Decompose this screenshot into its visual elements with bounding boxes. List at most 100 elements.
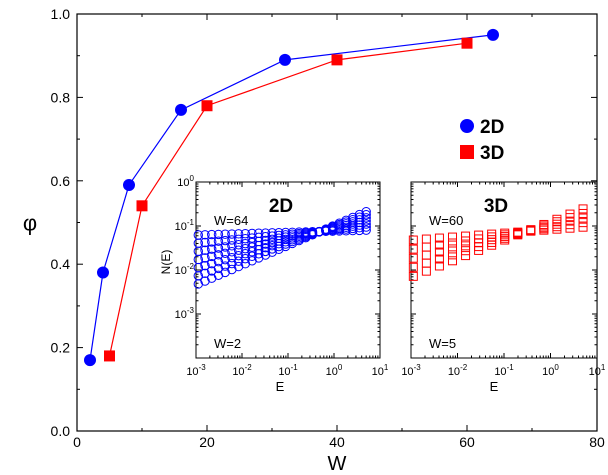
inset-point [354,209,365,220]
inset-point [200,268,210,279]
legend-label: 3D [480,143,504,164]
inset-point [254,249,264,259]
inset-x-tick-label: 101 [589,363,606,378]
inset-title-2D: 2D [269,196,293,217]
inset-y-tick-label: 100 [177,174,194,189]
inset-point [280,234,291,245]
inset-point [207,258,217,269]
x-tick-label: 60 [459,434,475,450]
inset-x-tick-label: 10-3 [186,363,206,378]
inset-point [327,221,338,231]
inset-point [408,244,418,254]
inset-point [447,250,457,260]
inset-point [361,222,371,232]
inset-point [314,227,324,237]
data-point [279,53,291,66]
inset-point [200,260,210,271]
inset-point [578,218,588,228]
inset-point [447,232,457,242]
inset-point [200,253,210,263]
inset-point [552,214,562,224]
inset-point [254,253,264,263]
inset-point [301,232,311,243]
inset-point [354,212,365,222]
inset-point [274,239,284,249]
inset-point [341,215,351,226]
y-tick-label: 0.2 [51,340,71,356]
x-tick-label: 20 [199,434,215,450]
legend-marker [460,119,474,133]
inset-point [260,239,271,249]
inset-x-tick-label: 101 [372,363,389,378]
inset-point [408,271,418,281]
inset-x-axis-label: E [490,379,499,394]
inset-point [461,251,471,261]
inset-point [207,251,217,262]
inset-point [213,250,224,260]
inset-point [233,229,244,239]
inset-point [227,241,237,251]
data-point [123,178,135,191]
inset-point [578,213,588,223]
inset-x-tick-label: 100 [326,363,343,378]
inset-point [200,276,210,286]
data-point [104,350,115,362]
inset-point [578,222,588,232]
data-point [97,266,109,279]
x-tick-label: 80 [589,434,605,450]
inset-point [247,242,257,252]
inset-annotation-top: W=64 [214,213,248,228]
inset-point [474,245,484,255]
inset-x-tick-label: 10-1 [278,363,298,378]
y-axis-label: φ [23,211,37,236]
x-tick-label: 0 [73,434,81,450]
inset-point [267,237,277,248]
inset-point [500,235,510,245]
data-point [201,100,213,112]
inset-point [260,235,271,246]
inset-point [361,206,371,217]
inset-x-tick-label: 10-2 [232,363,252,378]
inset-y-axis-label: N(E) [159,250,173,275]
inset-y-tick-label: 10-3 [175,306,195,321]
inset-title-3D: 3D [484,196,508,217]
inset-point [361,219,371,229]
inset-point [213,229,224,240]
inset-point [193,279,204,289]
series-line-2D [89,34,494,361]
legend-marker [460,145,474,159]
inset-curve-2D [193,206,371,289]
inset-point [434,261,444,271]
inset-point [280,237,291,247]
inset-point [280,241,291,252]
inset-point [220,235,230,246]
inset-point [578,208,588,218]
inset-point [213,236,224,246]
inset-x-tick-label: 10-1 [494,363,514,378]
y-tick-label: 0.6 [51,173,71,189]
data-point [331,54,343,66]
inset-point [274,241,284,252]
inset-point [260,232,271,242]
inset-point [213,256,224,267]
inset-point [408,262,418,272]
data-point [84,354,96,367]
inset-point [307,230,318,240]
inset-point [233,261,244,272]
inset-point [461,241,471,251]
inset-point [213,270,224,280]
inset-point [220,267,230,278]
inset-point [565,209,575,219]
inset-point [207,237,217,247]
inset-point [348,214,358,225]
inset-point [220,242,230,252]
inset-point [578,204,588,214]
inset-x-tick-label: 100 [542,363,559,378]
inset-point [213,243,224,253]
inset-point [200,230,210,240]
y-tick-label: 0.8 [51,89,71,105]
inset-point [267,231,277,241]
inset-point [260,243,271,253]
inset-point [200,237,210,248]
